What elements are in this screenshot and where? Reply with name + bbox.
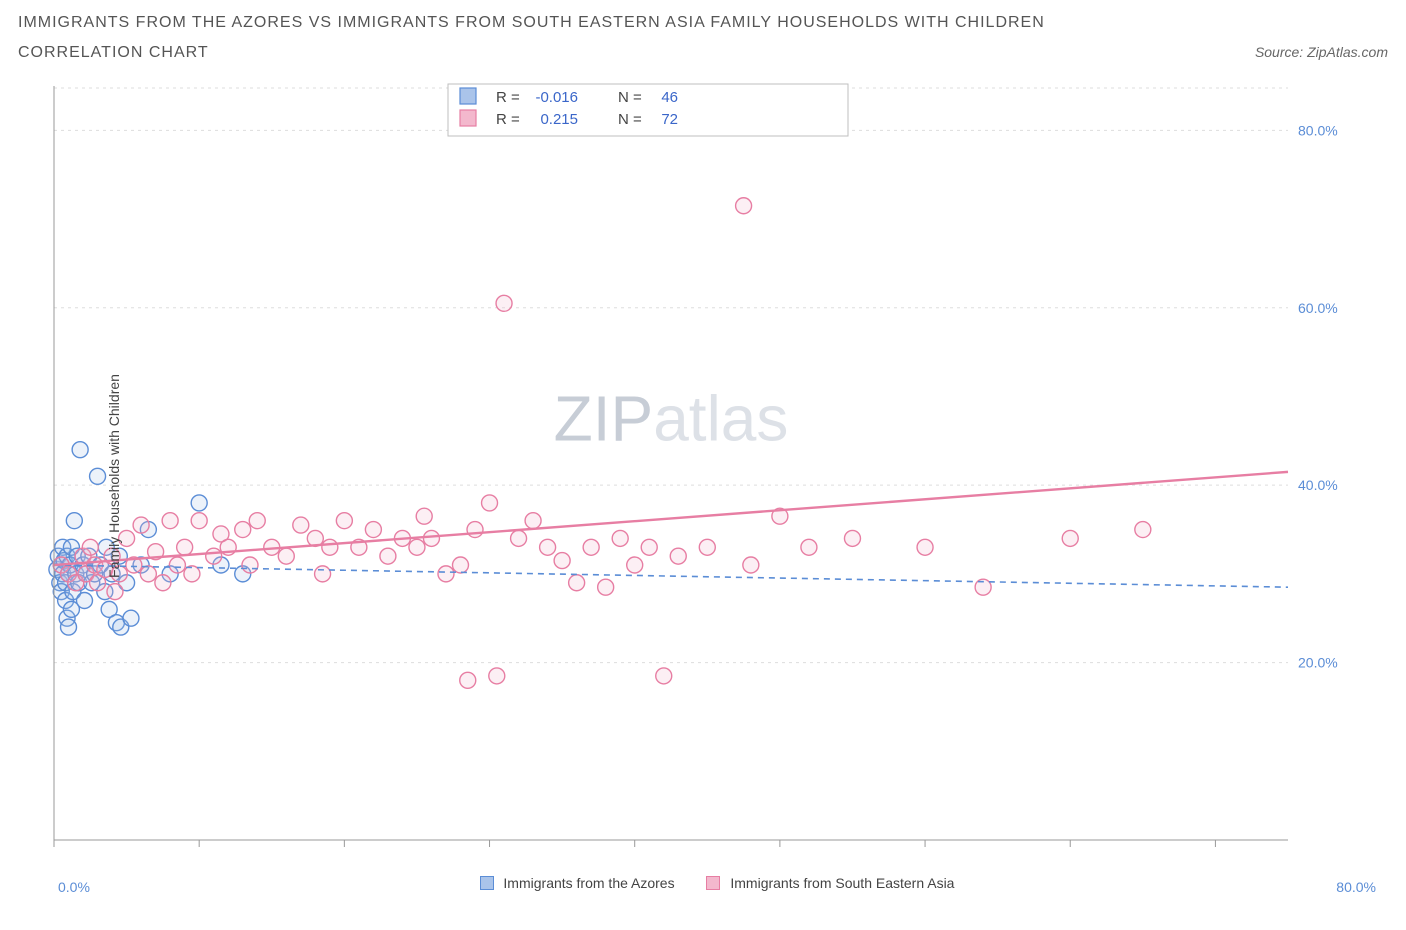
- source-label: Source: ZipAtlas.com: [1255, 44, 1388, 60]
- svg-text:72: 72: [661, 111, 678, 128]
- legend-swatch-azores: [480, 876, 494, 890]
- chart-container: Family Households with Children ZIPatlas…: [18, 78, 1388, 873]
- x-axis-min-label: 0.0%: [58, 879, 90, 895]
- legend-label-se-asia: Immigrants from South Eastern Asia: [730, 875, 954, 891]
- svg-text:R =: R =: [496, 111, 520, 128]
- bottom-legend: Immigrants from the Azores Immigrants fr…: [18, 875, 1388, 891]
- svg-text:20.0%: 20.0%: [1298, 655, 1338, 671]
- legend-swatch-se-asia: [706, 876, 720, 890]
- correlation-scatter-chart: ZIPatlas 20.0% 40.0% 60.0% 80.0% R = -0.016 N =…: [18, 78, 1348, 868]
- svg-text:N =: N =: [618, 111, 642, 128]
- x-axis-max-label: 80.0%: [1336, 879, 1376, 895]
- legend-label-azores: Immigrants from the Azores: [503, 875, 674, 891]
- y-axis-label: Family Households with Children: [106, 374, 122, 578]
- svg-text:R =: R =: [496, 89, 520, 106]
- svg-text:60.0%: 60.0%: [1298, 300, 1338, 316]
- svg-text:40.0%: 40.0%: [1298, 477, 1338, 493]
- svg-text:0.215: 0.215: [540, 111, 578, 128]
- svg-text:ZIPatlas: ZIPatlas: [554, 382, 789, 454]
- svg-text:N =: N =: [618, 89, 642, 106]
- svg-text:46: 46: [661, 89, 678, 106]
- svg-text:-0.016: -0.016: [535, 89, 578, 106]
- svg-text:80.0%: 80.0%: [1298, 122, 1338, 138]
- chart-title-line2: CORRELATION CHART: [18, 44, 209, 62]
- chart-title-line1: IMMIGRANTS FROM THE AZORES VS IMMIGRANTS…: [18, 14, 1388, 32]
